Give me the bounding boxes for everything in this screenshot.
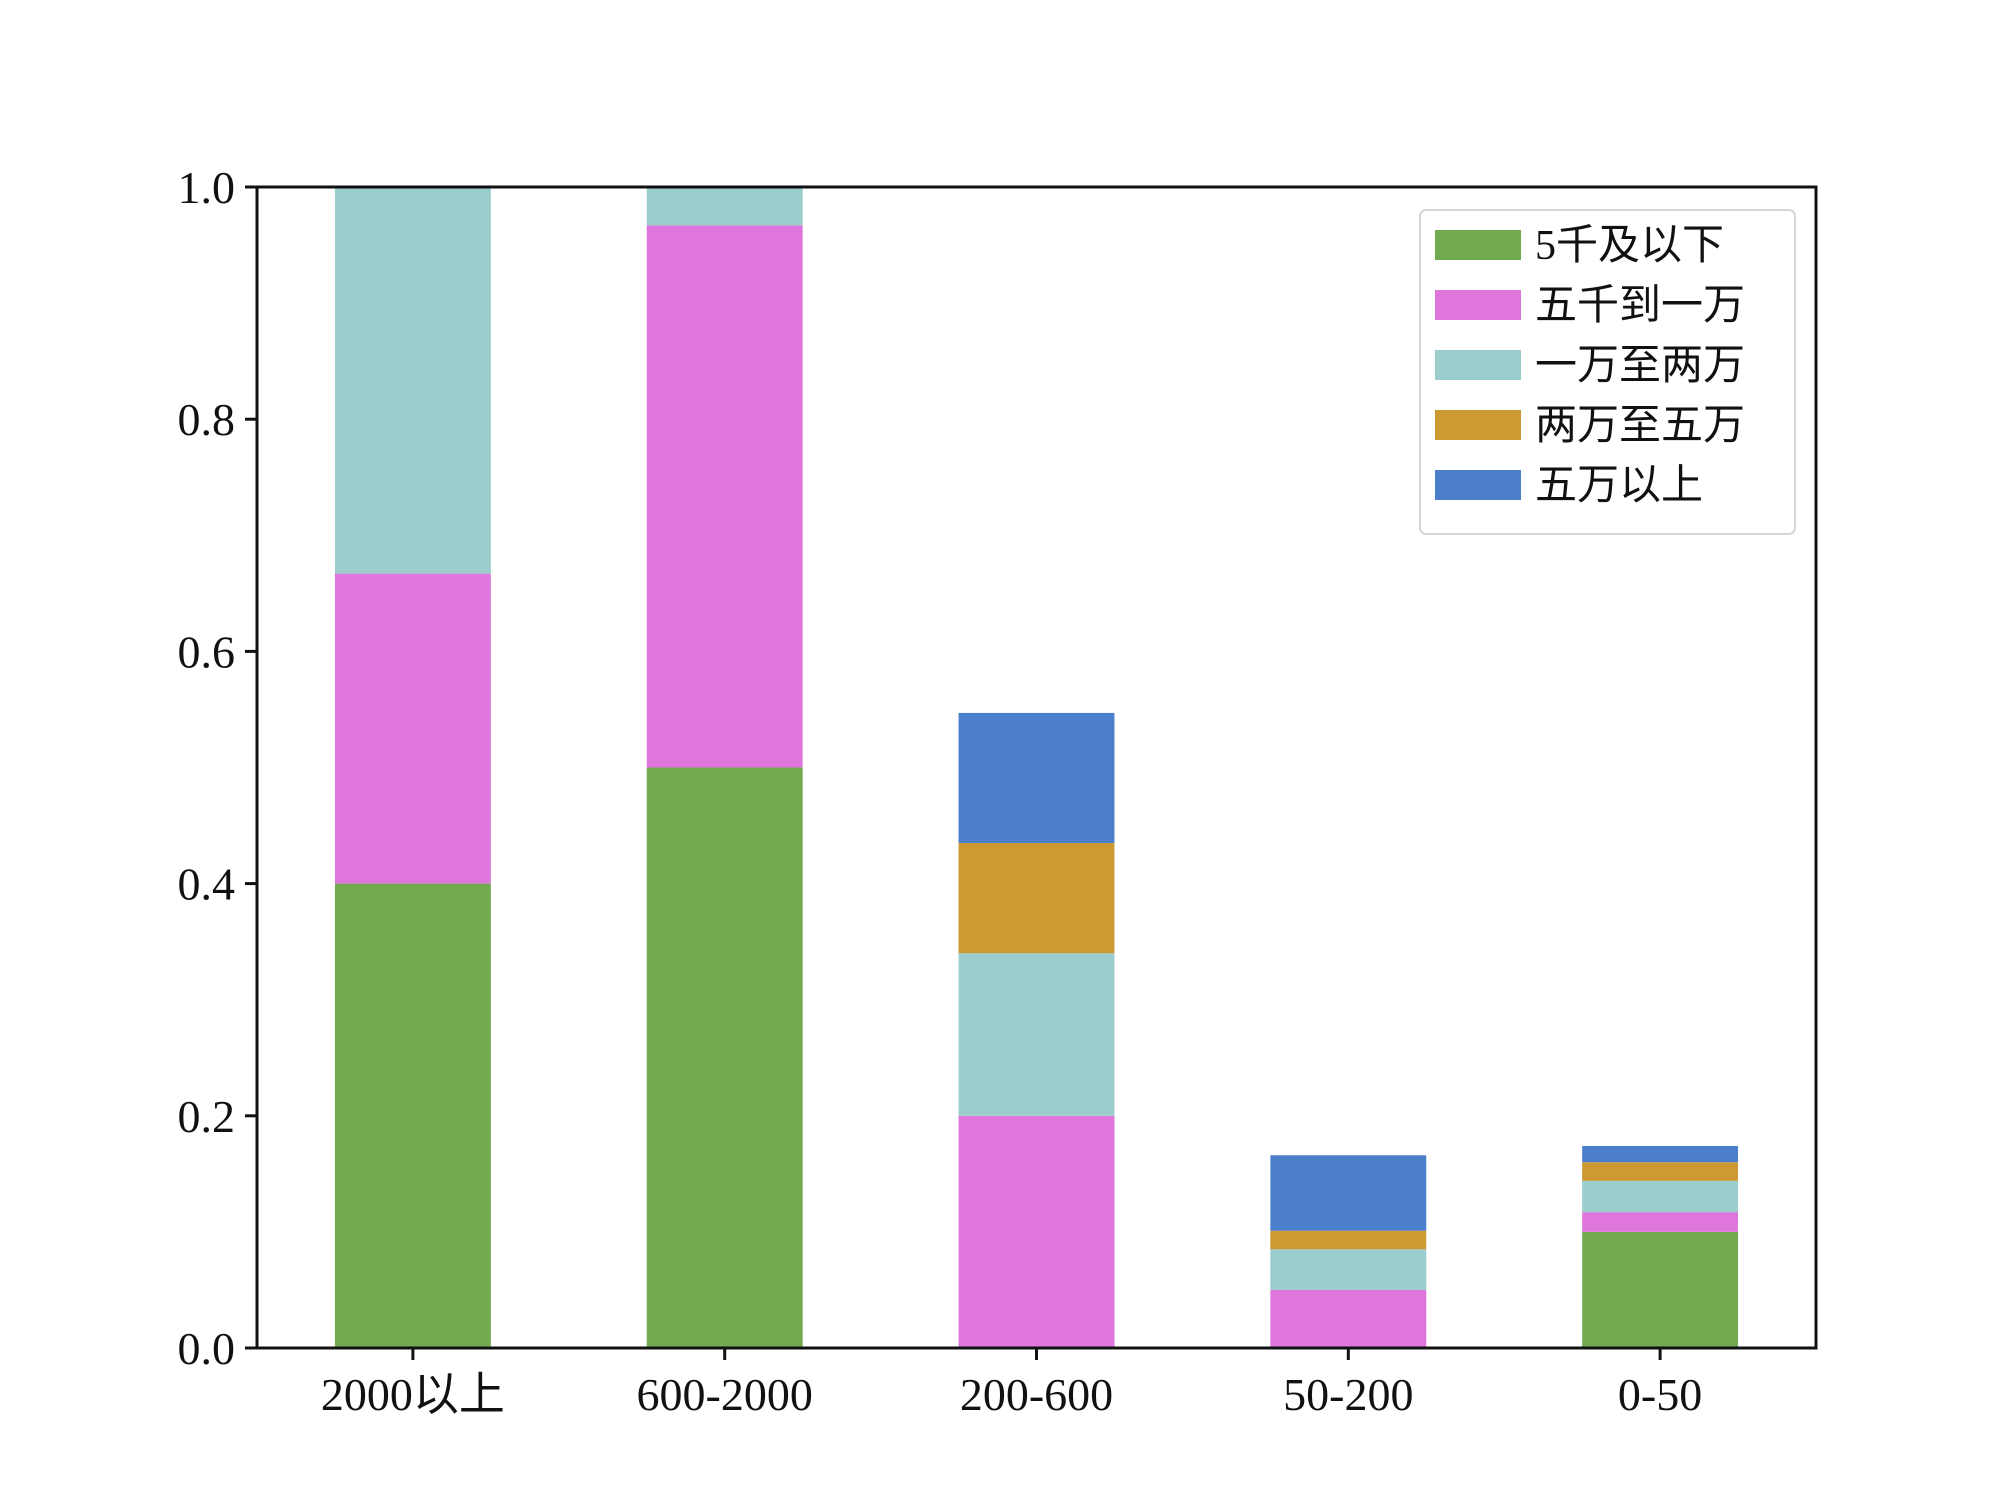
y-tick-label: 0.6 [178, 626, 236, 677]
bar-segment [1582, 1162, 1739, 1181]
bar-segment [1270, 1155, 1427, 1231]
legend-label: 五万以上 [1535, 463, 1703, 509]
bar-segment [1270, 1289, 1427, 1348]
x-tick-label: 2000以上 [321, 1369, 505, 1420]
bar-segment [334, 573, 491, 884]
legend-label: 一万至两万 [1535, 343, 1745, 389]
bar-segment [1270, 1230, 1427, 1250]
bar-segment [1582, 1212, 1739, 1232]
legend-swatch [1435, 290, 1521, 320]
bar-segment [958, 1115, 1115, 1348]
bar-segment [1582, 1231, 1739, 1348]
legend-label: 5千及以下 [1535, 223, 1724, 269]
bar-segment [958, 953, 1115, 1116]
legend-swatch [1435, 350, 1521, 380]
bar-segment [334, 883, 491, 1348]
x-tick-label: 50-200 [1283, 1369, 1413, 1420]
legend-swatch [1435, 470, 1521, 500]
bar-segment [1270, 1249, 1427, 1290]
x-tick-label: 600-2000 [637, 1369, 813, 1420]
x-tick-label: 200-600 [960, 1369, 1113, 1420]
y-tick-label: 0.8 [178, 394, 236, 445]
bar-segment [958, 712, 1115, 843]
y-tick-label: 0.0 [178, 1323, 236, 1374]
bar-segment [1582, 1180, 1739, 1213]
legend-swatch [1435, 230, 1521, 260]
bar-segment [958, 842, 1115, 954]
y-tick-label: 0.2 [178, 1091, 236, 1142]
bar-segment [334, 187, 491, 574]
y-tick-label: 0.4 [178, 859, 236, 910]
legend-swatch [1435, 410, 1521, 440]
bar-segment [1582, 1145, 1739, 1163]
bars-layer [334, 187, 1739, 1348]
x-tick-label: 0-50 [1618, 1369, 1702, 1420]
x-axis: 2000以上 600-2000 200-600 50-200 0-50 [321, 1348, 1702, 1420]
y-axis: 0.0 0.2 0.4 0.6 0.8 1.0 [178, 162, 257, 1374]
bar-segment [646, 767, 803, 1348]
legend-label: 两万至五万 [1535, 403, 1745, 449]
legend-label: 五千到一万 [1535, 283, 1745, 329]
bar-segment [646, 225, 803, 768]
y-tick-label: 1.0 [178, 162, 236, 213]
bar-segment [646, 187, 803, 226]
